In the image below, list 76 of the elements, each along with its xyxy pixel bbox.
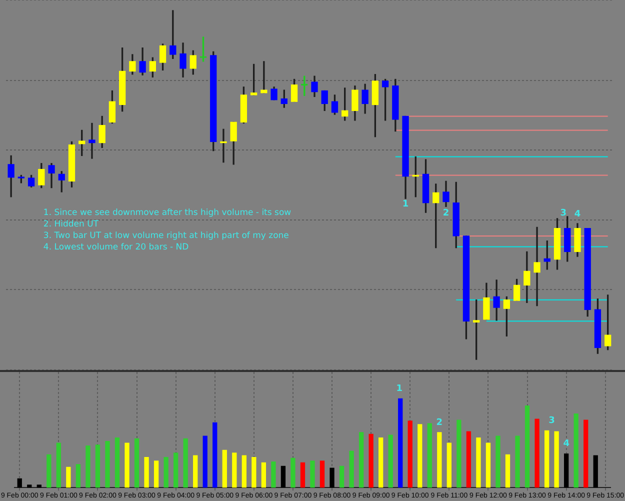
bar [486, 442, 491, 488]
bar [95, 444, 100, 488]
annotation: 1 [402, 199, 409, 210]
bar [584, 420, 588, 488]
bar [368, 434, 374, 488]
annotation: 2. Hidden UT [43, 220, 100, 230]
annotation: 4 [563, 439, 570, 450]
annotation: 3. Two bar UT at low volume right at high part of my zone [43, 231, 289, 242]
bar [144, 457, 149, 488]
bar [261, 462, 266, 488]
bar [378, 437, 384, 488]
bar [222, 450, 227, 488]
bar [36, 484, 42, 488]
bar [193, 455, 198, 488]
annotation: 1. Since we see downmove after ths high volume - its sow [43, 208, 292, 218]
bar [164, 457, 168, 488]
bar [134, 438, 140, 488]
bar [554, 431, 559, 488]
bar [398, 398, 403, 488]
bar [154, 460, 159, 488]
bar [349, 450, 354, 488]
text: 1 [396, 384, 402, 394]
bar [505, 454, 510, 488]
bar [232, 452, 237, 488]
bar [564, 453, 569, 488]
bar [534, 418, 540, 488]
annotation: 4 [574, 209, 581, 220]
bar [496, 436, 500, 488]
bar [408, 420, 412, 488]
bar [76, 464, 81, 488]
bar [330, 468, 334, 488]
bar [173, 452, 178, 488]
bar [27, 484, 32, 488]
bar [290, 458, 296, 488]
bar [242, 455, 246, 488]
bar [388, 434, 393, 488]
bar [280, 466, 286, 488]
bar [310, 460, 315, 488]
candlestick [534, 226, 540, 306]
bar [456, 420, 462, 488]
candlestick [88, 122, 96, 159]
bar [427, 423, 432, 488]
annotation: 2 [436, 418, 443, 428]
bar [320, 460, 325, 488]
bar [56, 442, 62, 488]
bar [418, 424, 422, 488]
bar [271, 461, 276, 488]
bar [17, 478, 22, 488]
candlestick [260, 61, 268, 94]
bar [437, 432, 442, 488]
bar [476, 437, 481, 488]
bar [515, 436, 520, 488]
bar [358, 432, 364, 488]
bar [66, 466, 71, 488]
candlestick [220, 128, 227, 163]
bar [105, 441, 110, 488]
bar [446, 442, 452, 488]
annotation: 2 [442, 208, 450, 218]
bar [46, 454, 52, 488]
bar [339, 466, 344, 488]
annotation: 3 [548, 416, 555, 426]
bar [466, 431, 472, 488]
annotation: 3 [560, 208, 566, 218]
bar [212, 422, 218, 488]
bar [124, 442, 130, 488]
bar [252, 457, 256, 488]
annotation: 4. Lowest volume for 20 bars - ND [43, 242, 190, 253]
bar [114, 437, 120, 488]
bar [300, 462, 306, 488]
bar [524, 405, 530, 488]
bar [574, 413, 578, 488]
bar [593, 455, 598, 488]
bar [86, 445, 90, 488]
bar [544, 430, 550, 488]
bar [202, 436, 208, 488]
bar [183, 438, 188, 488]
